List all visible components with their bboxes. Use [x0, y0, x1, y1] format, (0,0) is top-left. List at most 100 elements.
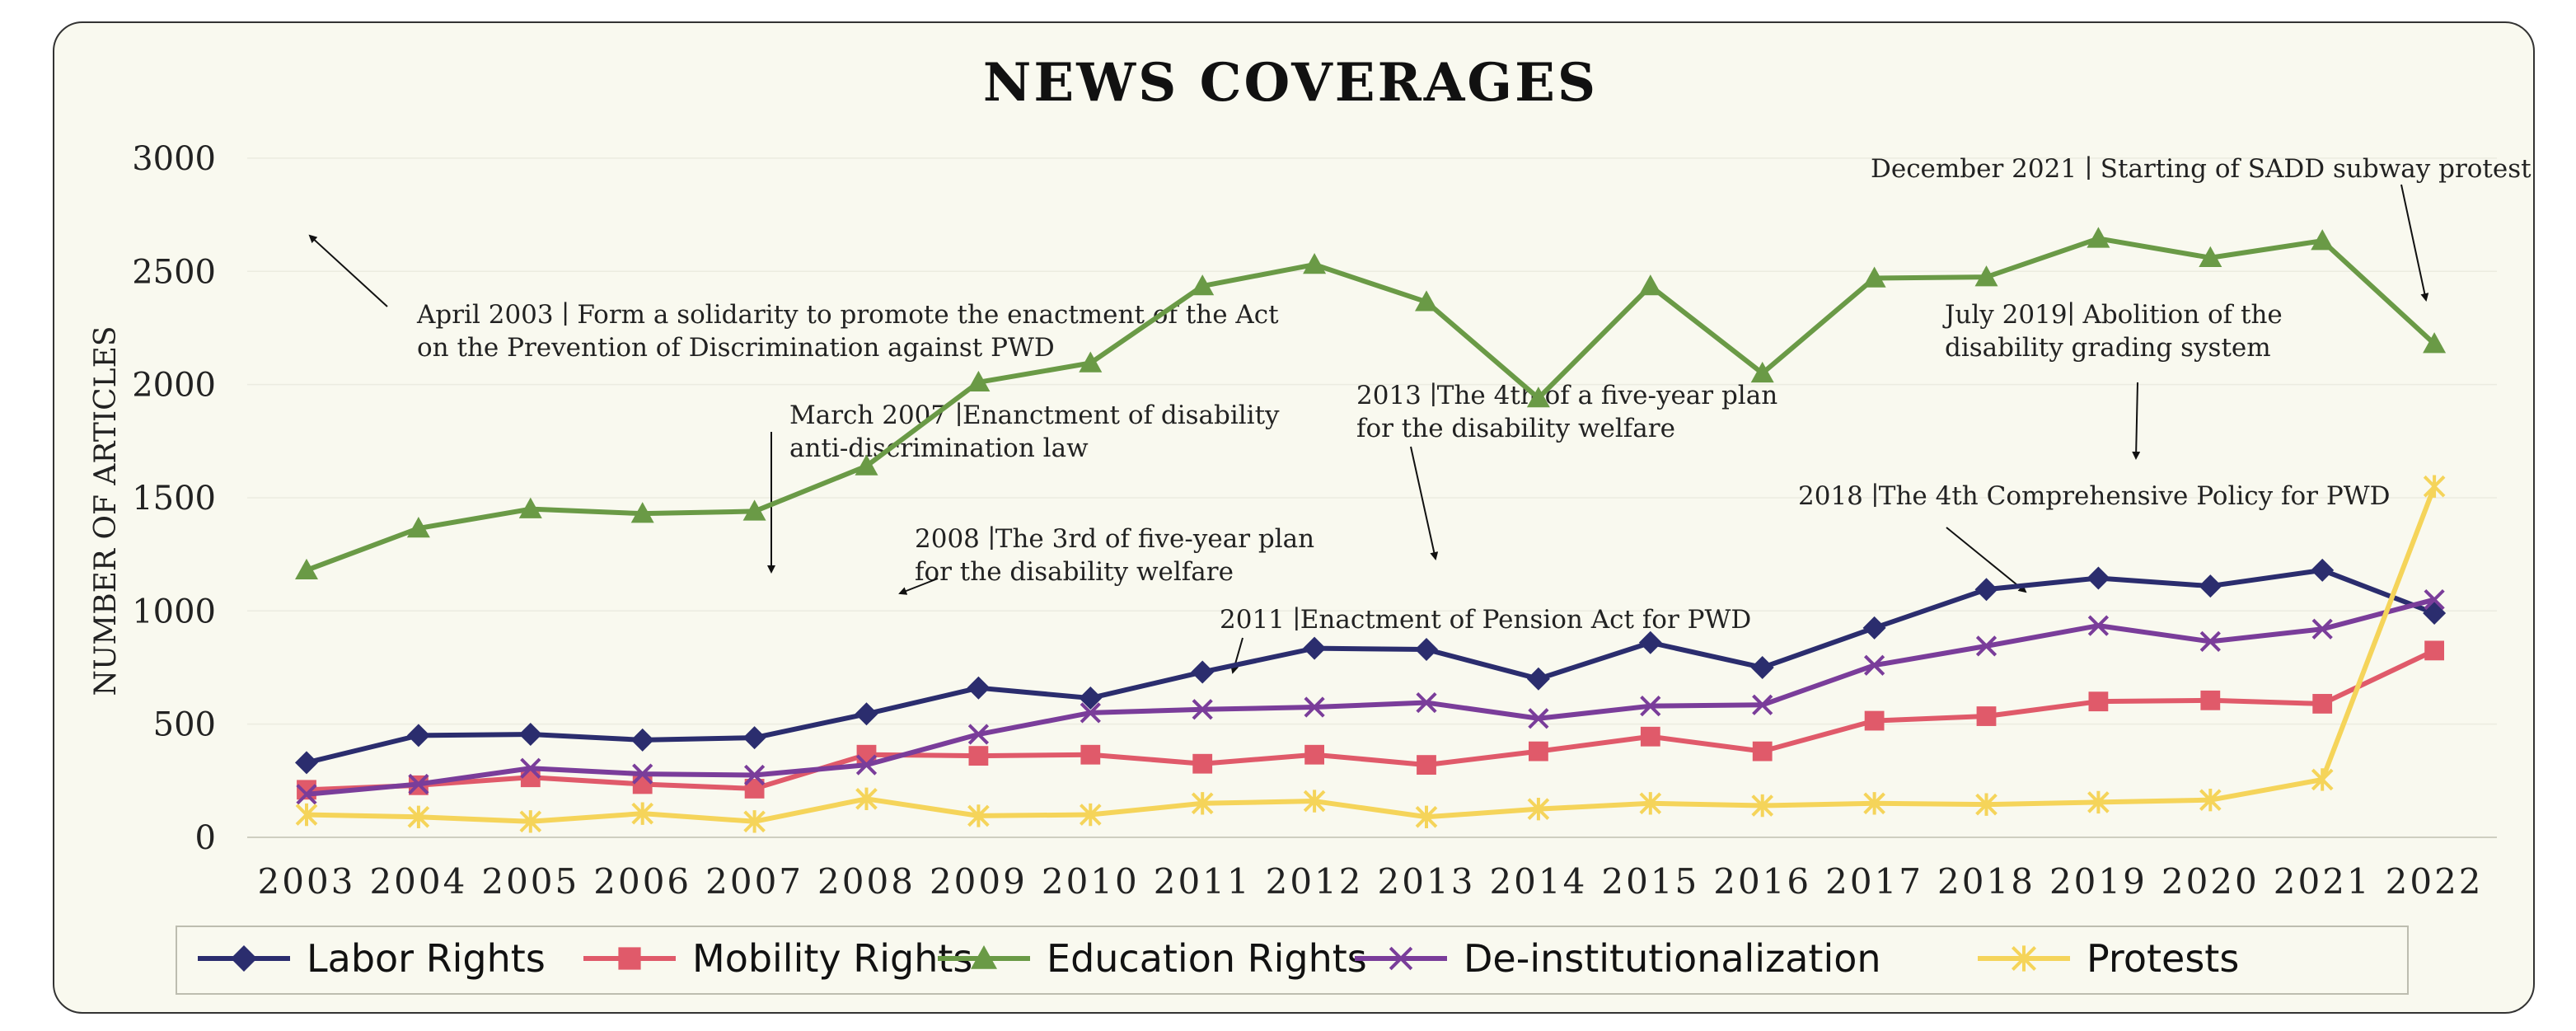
x-tick-label: 2018	[1937, 861, 2035, 902]
data-point	[1191, 274, 1215, 296]
series-line	[306, 648, 2436, 793]
annotation-text: March 2007 ∣Enanctment of disability	[789, 401, 1280, 430]
x-tick-label: 2021	[2274, 861, 2372, 902]
legend-item[interactable]: Labor Rights	[198, 936, 546, 981]
data-point	[1192, 753, 1213, 774]
data-point	[2088, 691, 2109, 712]
data-point	[742, 499, 766, 521]
series-line	[306, 597, 2435, 797]
data-point	[2424, 640, 2444, 661]
annotations: April 2003 ∣ Form a solidarity to promot…	[308, 154, 2532, 674]
x-tick-label: 2005	[481, 861, 579, 902]
data-point	[1976, 706, 1997, 726]
data-point	[1864, 710, 1885, 731]
data-point	[1863, 792, 1885, 815]
series-line	[306, 567, 2436, 766]
annotation-text: 2008 ∣The 3rd of five-year plan	[915, 524, 1314, 554]
data-point	[519, 810, 542, 833]
data-point	[2087, 790, 2110, 814]
legend-item[interactable]: Mobility Rights	[583, 936, 972, 981]
data-point	[406, 517, 430, 538]
y-tick-label: 2000	[132, 367, 216, 405]
annotation-arrow	[1410, 446, 1439, 560]
gridlines	[247, 157, 2497, 838]
annotation-text: 2011 ∣Enactment of Pension Act for PWD	[1220, 605, 1751, 635]
y-axis-label: NUMBER OF ARTICLES	[89, 326, 123, 696]
data-point	[1304, 744, 1324, 765]
data-point	[1638, 630, 1662, 654]
data-point	[632, 774, 653, 794]
legend-item[interactable]: De-institutionalization	[1355, 936, 1881, 981]
data-point	[1191, 660, 1215, 684]
data-point	[1751, 794, 1774, 818]
data-point	[1415, 290, 1438, 312]
data-point	[295, 803, 318, 827]
data-point	[2087, 227, 2110, 248]
legend-label: Protests	[2087, 936, 2239, 981]
data-point	[632, 763, 653, 785]
data-point	[407, 805, 430, 828]
legend-label: Education Rights	[1047, 936, 1367, 981]
data-point	[1079, 803, 1102, 827]
annotation-arrow	[1946, 527, 2027, 593]
series-group	[295, 227, 2447, 833]
data-point	[2423, 475, 2446, 498]
x-tick-label: 2007	[705, 861, 803, 902]
data-point	[2311, 558, 2335, 582]
data-point	[1862, 616, 1886, 640]
data-point	[1304, 696, 1325, 718]
x-tick-label: 2013	[1378, 861, 1476, 902]
data-point	[1862, 266, 1886, 288]
x-tick-label: 2004	[369, 861, 467, 902]
data-point	[2011, 945, 2037, 972]
data-point	[1417, 755, 1436, 775]
data-point	[518, 497, 542, 518]
data-point	[1529, 741, 1548, 762]
legend-item[interactable]: Protests	[1978, 936, 2239, 981]
data-point	[1079, 687, 1103, 710]
legend-label: De-institutionalization	[1464, 936, 1881, 981]
data-point	[1080, 702, 1101, 724]
y-tick-label: 0	[195, 819, 216, 857]
data-point	[2087, 615, 2110, 636]
data-point	[967, 370, 991, 392]
data-point	[2199, 630, 2221, 652]
data-point	[1303, 636, 1327, 660]
data-point	[1527, 797, 1550, 821]
y-tick-label: 2500	[132, 253, 216, 291]
data-point	[296, 784, 317, 805]
data-point	[406, 724, 430, 747]
data-point	[1752, 741, 1773, 762]
data-point	[743, 764, 766, 786]
data-point	[1415, 805, 1438, 828]
x-tick-label: 2017	[1825, 861, 1923, 902]
x-tick-label: 2008	[817, 861, 916, 902]
x-tick-label: 2011	[1154, 861, 1252, 902]
data-point	[1975, 793, 1998, 816]
data-point	[1974, 265, 1998, 287]
annotation-text: on the Prevention of Discrimination agai…	[417, 333, 1055, 363]
x-tick-label: 2022	[2386, 861, 2484, 902]
data-point	[1303, 253, 1327, 274]
data-point	[967, 676, 991, 700]
series-line	[305, 236, 2437, 573]
data-point	[1389, 946, 1413, 971]
data-point	[742, 726, 766, 750]
data-point	[2311, 768, 2334, 791]
series-education-rights	[295, 227, 2447, 580]
legend-item[interactable]: Education Rights	[938, 936, 1367, 981]
series-labor-rights	[295, 558, 2447, 775]
x-tick-label: 2003	[258, 861, 356, 902]
chart-frame	[53, 21, 2535, 1014]
data-point	[2199, 574, 2222, 598]
annotation-text: anti-discrimination law	[789, 433, 1089, 463]
annotation-text: July 2019∣ Abolition of the	[1942, 300, 2283, 330]
data-point	[1750, 361, 1774, 383]
series-protests	[295, 475, 2446, 833]
annotation-text: December 2021 ∣ Starting of SADD subway …	[1871, 154, 2532, 184]
data-point	[1638, 274, 1662, 296]
series-de-institutionalization	[296, 588, 2445, 805]
annotation-text: disability grading system	[1945, 333, 2271, 363]
data-point	[1416, 691, 1437, 714]
